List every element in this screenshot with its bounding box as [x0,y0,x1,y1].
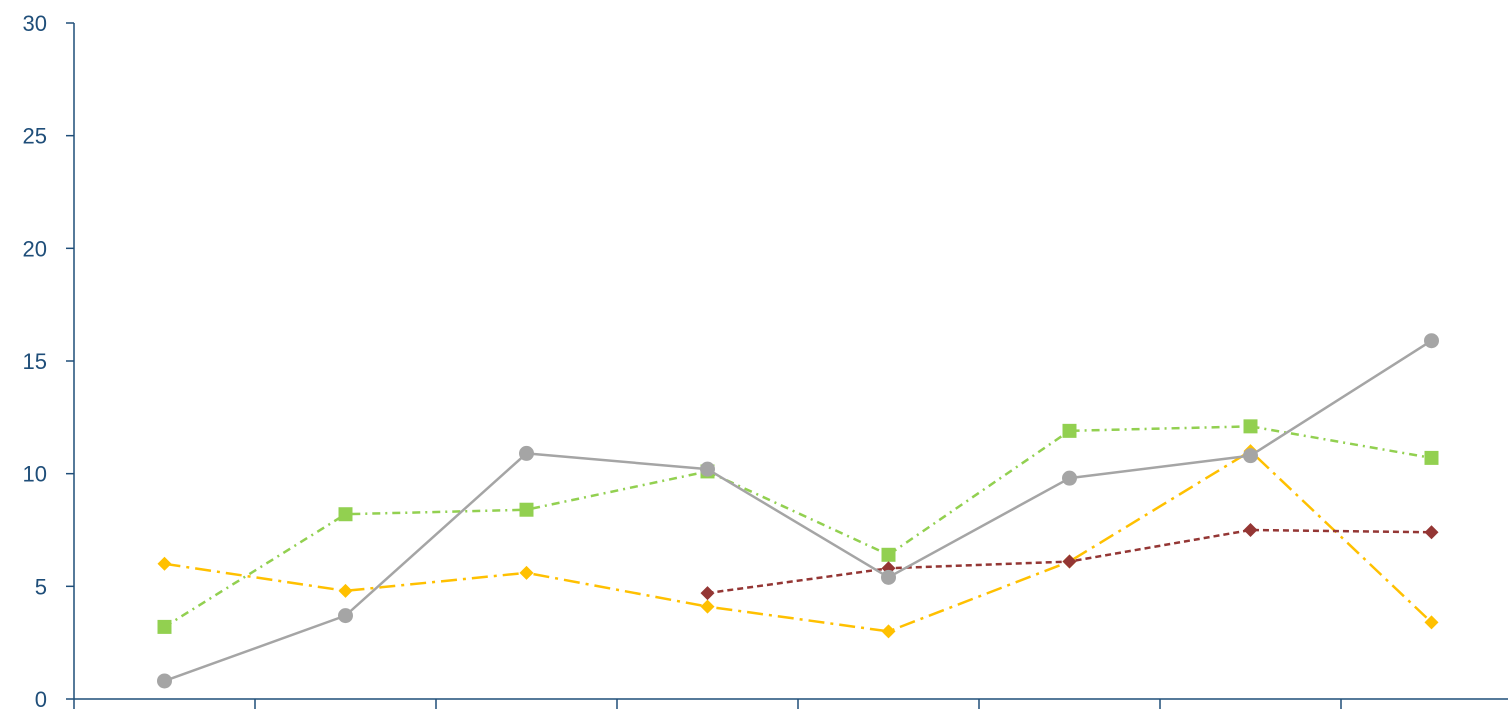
y-tick-label: 20 [23,236,47,261]
y-tick-label: 10 [23,462,47,487]
y-tick-label: 15 [23,349,47,374]
data-point [700,586,715,601]
series-layer [157,333,1439,689]
y-tick-label: 0 [35,687,47,709]
series-2 [700,523,1439,601]
data-point [519,565,534,580]
data-point [1062,554,1077,569]
data-point [519,445,534,461]
data-point [1243,419,1258,434]
data-point [1424,333,1439,349]
y-tick-label: 25 [23,124,47,149]
y-axis-ticks [66,22,74,700]
series-3 [157,333,1439,689]
data-point [881,624,896,639]
data-point [338,583,353,598]
data-point [1424,525,1439,540]
y-axis-tick-labels: 0 5 10 15 20 25 30 [23,11,47,709]
data-point [1243,523,1258,537]
data-point [700,461,715,477]
data-point [700,599,715,614]
y-tick-label: 30 [23,11,47,36]
x-axis-ticks [73,699,1342,709]
series-line [164,339,1433,683]
data-point [519,502,534,517]
data-point [1062,470,1077,486]
data-point [1424,615,1439,630]
data-point [1424,450,1439,465]
data-point [157,673,172,689]
data-point [881,569,896,585]
data-point [157,556,172,571]
series-line [164,449,1433,633]
data-point [881,547,896,562]
series-line [163,425,1432,628]
data-point [1062,423,1077,438]
data-point [338,507,353,522]
y-tick-label: 5 [35,574,47,599]
data-point [157,619,172,634]
data-point [338,608,353,624]
series-1 [157,444,1439,639]
data-point [1243,448,1258,464]
